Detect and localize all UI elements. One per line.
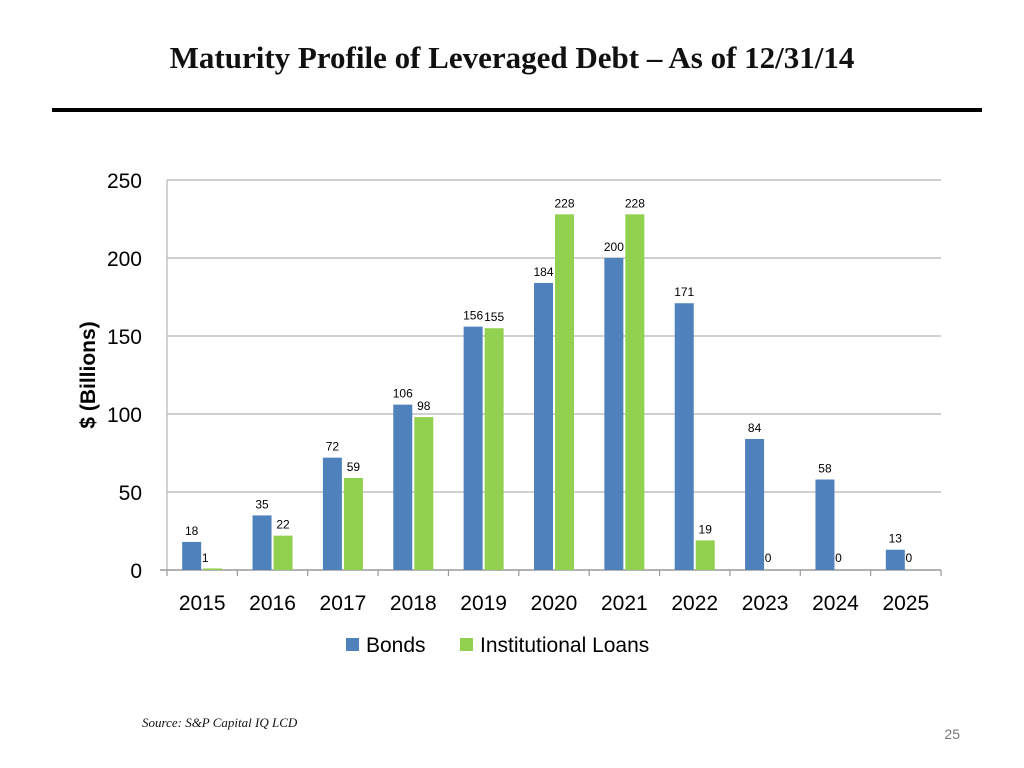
x-tick-label: 2015 [179,592,226,615]
data-label-bonds: 200 [604,240,624,254]
data-label-bonds: 72 [326,440,340,454]
y-tick-label: 50 [119,482,142,505]
x-tick-label: 2022 [671,592,718,615]
x-tick-label: 2025 [882,592,929,615]
data-label-institutional-loans: 228 [625,196,645,210]
y-tick-label: 0 [130,560,142,583]
data-label-institutional-loans: 155 [484,310,504,324]
data-label-institutional-loans: 0 [905,551,912,565]
bar-bonds [252,515,272,570]
data-label-institutional-loans: 0 [835,551,842,565]
y-tick-label: 200 [107,248,142,271]
data-label-bonds: 18 [185,524,199,538]
data-label-institutional-loans: 22 [276,518,290,532]
y-tick-label: 250 [107,170,142,193]
data-label-institutional-loans: 0 [765,551,772,565]
data-label-bonds: 58 [818,462,832,476]
bar-institutional-loans [343,477,363,570]
x-tick-label: 2016 [249,592,296,615]
x-tick-label: 2021 [601,592,648,615]
data-label-institutional-loans: 98 [417,399,431,413]
y-tick-label: 150 [107,326,142,349]
bar-bonds [322,457,342,570]
bar-bonds [182,541,202,570]
bar-institutional-loans [484,328,504,570]
bar-bonds [745,438,765,570]
bar-bonds [674,303,694,570]
legend-swatch-bonds [346,638,359,651]
data-label-institutional-loans: 19 [699,522,713,536]
bar-institutional-loans [555,214,574,570]
x-tick-label: 2018 [390,592,437,615]
data-label-bonds: 84 [748,421,762,435]
bar-bonds [604,258,624,570]
legend-label-institutional-loans: Institutional Loans [480,634,649,657]
data-label-institutional-loans: 59 [347,460,361,474]
y-axis-title: $ (Billions) [77,321,100,428]
y-tick-label: 100 [107,404,142,427]
bar-institutional-loans [695,540,715,570]
data-label-bonds: 13 [889,532,903,546]
bar-institutional-loans [414,417,434,570]
bar-institutional-loans [273,535,293,570]
data-label-institutional-loans: 1 [202,551,209,565]
bar-bonds [815,479,835,570]
bar-institutional-loans [203,568,223,570]
x-tick-label: 2024 [812,592,859,615]
data-label-bonds: 106 [393,387,413,401]
bar-bonds [393,404,413,570]
data-label-bonds: 35 [255,497,269,511]
slide-title: Maturity Profile of Leveraged Debt – As … [169,40,855,75]
legend-label-bonds: Bonds [366,634,426,657]
source-note: Source: S&P Capital IQ LCD [142,715,298,730]
data-label-bonds: 171 [674,285,694,299]
x-tick-label: 2023 [742,592,789,615]
bar-bonds [463,326,483,570]
bar-bonds [534,282,553,570]
data-label-bonds: 184 [533,265,553,279]
bar-institutional-loans [625,214,645,570]
page-number: 25 [944,726,960,742]
bar-bonds [885,549,905,570]
x-tick-label: 2017 [320,592,367,615]
title-divider [52,108,982,112]
data-label-institutional-loans: 228 [554,196,574,210]
data-label-bonds: 156 [463,309,483,323]
legend-swatch-institutional-loans [460,638,473,651]
x-tick-label: 2019 [460,592,507,615]
x-tick-label: 2020 [531,592,578,615]
